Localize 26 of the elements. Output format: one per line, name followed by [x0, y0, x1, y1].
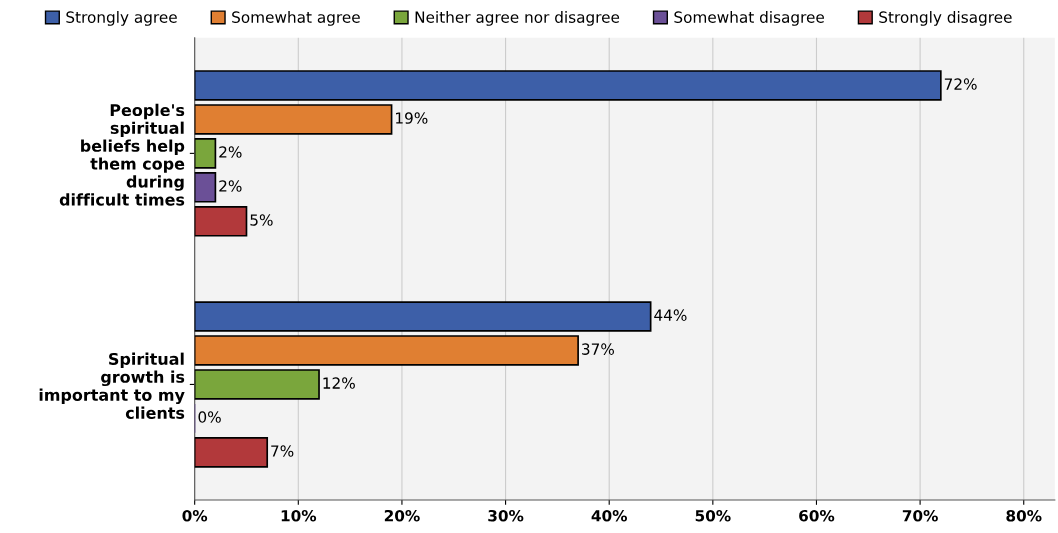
data-label: 12% — [323, 377, 355, 389]
x-tick-label: 70% — [902, 509, 938, 522]
data-label: 5% — [250, 214, 273, 226]
legend-label: Somewhat agree — [232, 11, 360, 26]
data-label: 2% — [219, 180, 242, 192]
data-label: 19% — [396, 112, 428, 124]
y-tick-label: Spiritual growth is important to my clients — [39, 352, 185, 419]
legend-label: Somewhat disagree — [674, 11, 824, 26]
data-label: 72% — [944, 78, 977, 90]
data-label: 44% — [654, 309, 687, 321]
x-tick-label: 80% — [1006, 509, 1042, 522]
legend-label: Strongly agree — [66, 11, 177, 26]
legend-label: Strongly disagree — [879, 11, 1012, 26]
data-label: 2% — [219, 146, 242, 158]
data-label: 37% — [582, 343, 615, 355]
data-label: 7% — [271, 445, 294, 457]
x-tick-label: 50% — [695, 509, 731, 522]
x-tick-label: 0% — [182, 509, 208, 522]
x-tick-label: 10% — [281, 509, 317, 522]
x-tick-label: 40% — [591, 509, 627, 522]
x-tick-label: 60% — [799, 509, 835, 522]
y-tick-label: People's spiritual beliefs help them cope during difficult times — [59, 103, 185, 206]
legend-label: Neither agree nor disagree — [415, 11, 620, 26]
x-tick-label: 30% — [488, 509, 524, 522]
data-label: 0% — [198, 411, 221, 423]
x-tick-label: 20% — [384, 509, 420, 522]
